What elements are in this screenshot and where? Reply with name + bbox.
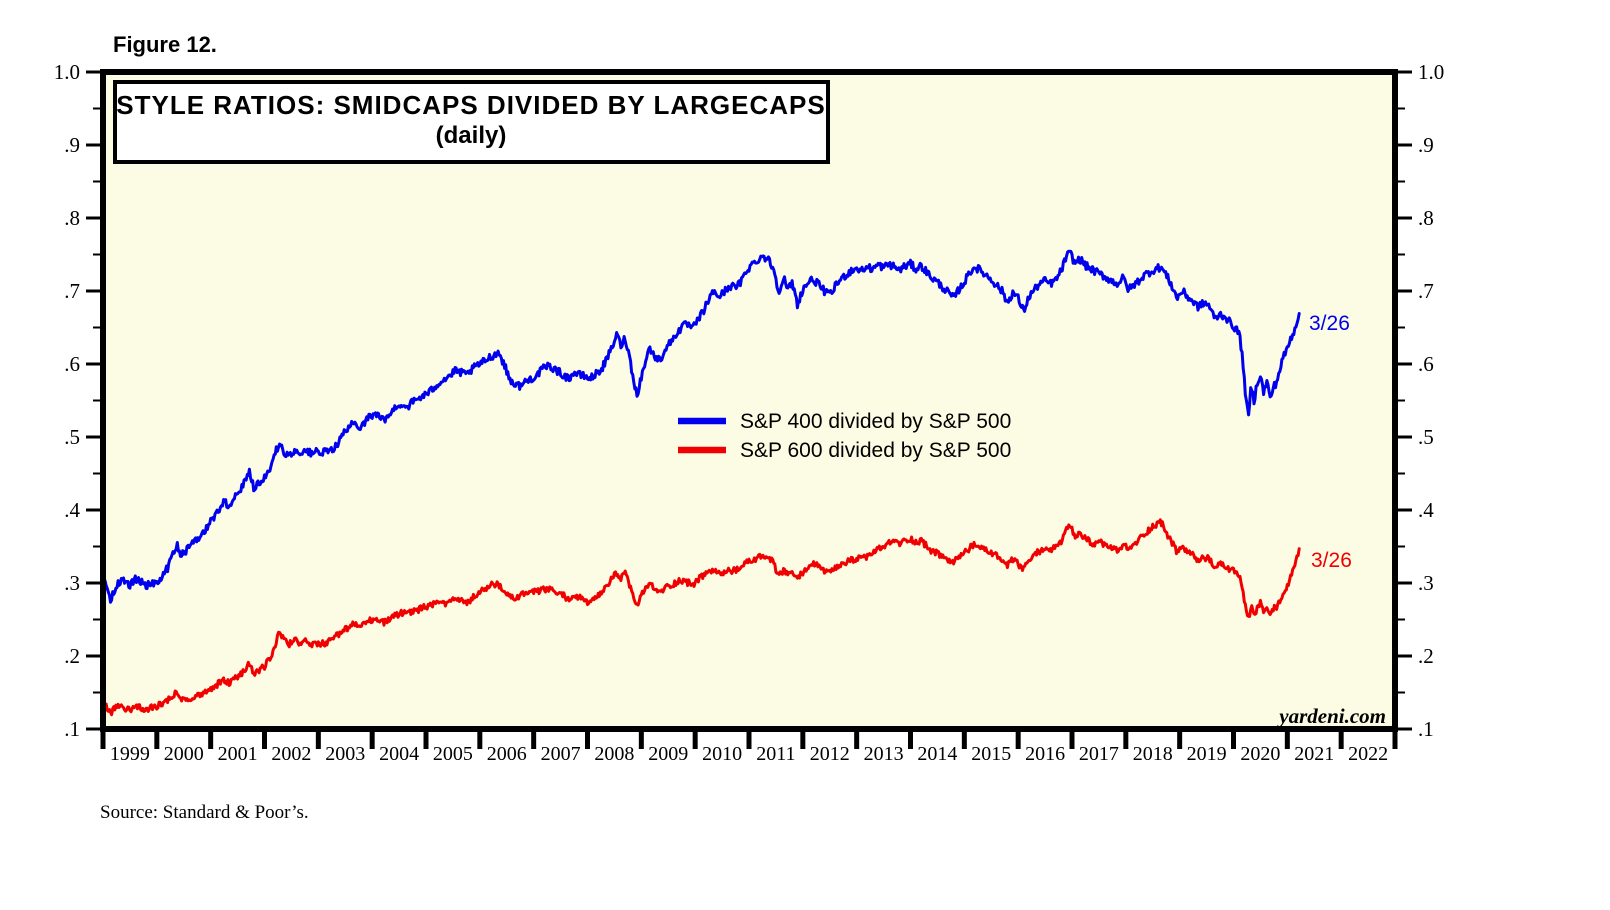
x-boundary-tick (369, 732, 375, 749)
y-tick-label-right: .2 (1418, 644, 1434, 668)
x-tick-label: 2022 (1348, 743, 1388, 765)
series-line-sp400_div_sp500 (101, 249, 1301, 604)
x-boundary-tick (1069, 732, 1075, 749)
x-tick-label: 2007 (541, 743, 581, 765)
y-tick-label-left: .3 (64, 571, 80, 595)
x-boundary-tick (423, 732, 429, 749)
x-tick-label: 2001 (218, 743, 258, 765)
y-tick-label-right: .8 (1418, 206, 1434, 230)
annotation-sp400-date: 3/26 (1309, 312, 1350, 335)
x-tick-label: 2009 (648, 743, 688, 765)
x-boundary-tick (692, 732, 698, 749)
x-boundary-tick (585, 732, 590, 749)
x-boundary-tick (1177, 732, 1183, 749)
title-box: STYLE RATIOS: SMIDCAPS DIVIDED BY LARGEC… (113, 80, 830, 164)
y-tick-label-right: .1 (1418, 717, 1434, 741)
y-tick-label-right: .5 (1418, 425, 1434, 449)
y-tick-label-right: 1.0 (1418, 60, 1444, 84)
watermark: yardeni.com (1276, 704, 1386, 728)
y-tick-label-right: .4 (1418, 498, 1434, 522)
y-tick-label-right: .6 (1418, 352, 1434, 376)
y-tick-label-right: .3 (1418, 571, 1434, 595)
x-boundary-tick (854, 732, 860, 749)
series-lines (101, 249, 1301, 717)
legend-item-sp400: S&P 400 divided by S&P 500 (678, 410, 1011, 433)
y-tick-label-left: .2 (64, 644, 80, 668)
x-boundary-tick (908, 732, 913, 749)
y-tick-label-right: .7 (1418, 279, 1434, 303)
x-boundary-tick (208, 732, 214, 749)
y-tick-label-right: .9 (1418, 133, 1434, 157)
x-tick-label: 1999 (110, 743, 150, 765)
legend-label-sp400: S&P 400 divided by S&P 500 (740, 410, 1011, 433)
x-boundary-tick (1231, 732, 1236, 749)
plot-frame (100, 69, 1398, 732)
x-tick-label: 2005 (433, 743, 473, 765)
x-boundary-tick (315, 732, 321, 749)
x-boundary-tick (1284, 732, 1290, 749)
x-boundary-tick (1338, 732, 1344, 749)
legend-label-sp600: S&P 600 divided by S&P 500 (740, 439, 1011, 462)
plot-area (103, 72, 1395, 729)
chart-title: STYLE RATIOS: SMIDCAPS DIVIDED BY LARGEC… (116, 90, 825, 120)
x-tick-label: 2002 (271, 743, 311, 765)
x-boundary-tick (154, 732, 160, 749)
x-tick-label: 2021 (1294, 743, 1334, 765)
x-tick-label: 2006 (487, 743, 527, 765)
x-tick-label: 2014 (917, 743, 957, 765)
x-tick-label: 2000 (164, 743, 204, 765)
x-boundary-tick (746, 732, 752, 749)
x-tick-label: 2004 (379, 743, 419, 765)
legend: S&P 400 divided by S&P 500 S&P 600 divid… (678, 410, 1011, 462)
x-tick-label: 2013 (864, 743, 904, 765)
x-tick-label: 2011 (756, 743, 795, 765)
annotation-sp600-date: 3/26 (1311, 549, 1352, 572)
x-boundary-tick (1392, 732, 1398, 749)
x-boundary-tick (262, 732, 267, 749)
x-tick-label: 2020 (1240, 743, 1280, 765)
x-boundary-tick (961, 732, 967, 749)
x-tick-label: 2003 (325, 743, 365, 765)
x-tick-label: 2015 (971, 743, 1011, 765)
series-line-sp600_div_sp500 (101, 518, 1301, 717)
legend-item-sp600: S&P 600 divided by S&P 500 (678, 439, 1011, 462)
axes: 1.0 1.0 .9 .9 .8 .8 .7 .7 .6 .6 .5 .5 .4 .4 .3 .3 .2 .2 .1… (54, 60, 1445, 765)
source-note: Source: Standard & Poor’s. (100, 802, 309, 823)
y-tick-label-left: .4 (64, 498, 80, 522)
x-boundary-tick (531, 732, 537, 749)
x-boundary-tick (477, 732, 483, 749)
x-tick-label: 2017 (1079, 743, 1119, 765)
y-tick-label-left: .5 (64, 425, 80, 449)
y-tick-label-left: .7 (64, 279, 80, 303)
x-tick-label: 2012 (810, 743, 850, 765)
y-tick-label-left: .6 (64, 352, 80, 376)
x-tick-label: 2010 (702, 743, 742, 765)
y-tick-label-left: 1.0 (54, 60, 80, 84)
chart-subtitle: (daily) (436, 122, 507, 149)
title-box-border (113, 80, 830, 164)
x-boundary-tick (800, 732, 806, 749)
figure-label: Figure 12. (113, 32, 217, 57)
y-tick-label-left: .1 (64, 717, 80, 741)
x-tick-label: 2019 (1187, 743, 1227, 765)
x-tick-label: 2016 (1025, 743, 1065, 765)
x-tick-label: 2018 (1133, 743, 1173, 765)
x-boundary-tick (638, 732, 644, 749)
y-tick-label-left: .8 (64, 206, 80, 230)
y-tick-label-left: .9 (64, 133, 80, 157)
x-boundary-tick (1015, 732, 1021, 749)
x-boundary-tick (1123, 732, 1129, 749)
x-tick-label: 2008 (594, 743, 634, 765)
x-boundary-tick (100, 732, 106, 749)
